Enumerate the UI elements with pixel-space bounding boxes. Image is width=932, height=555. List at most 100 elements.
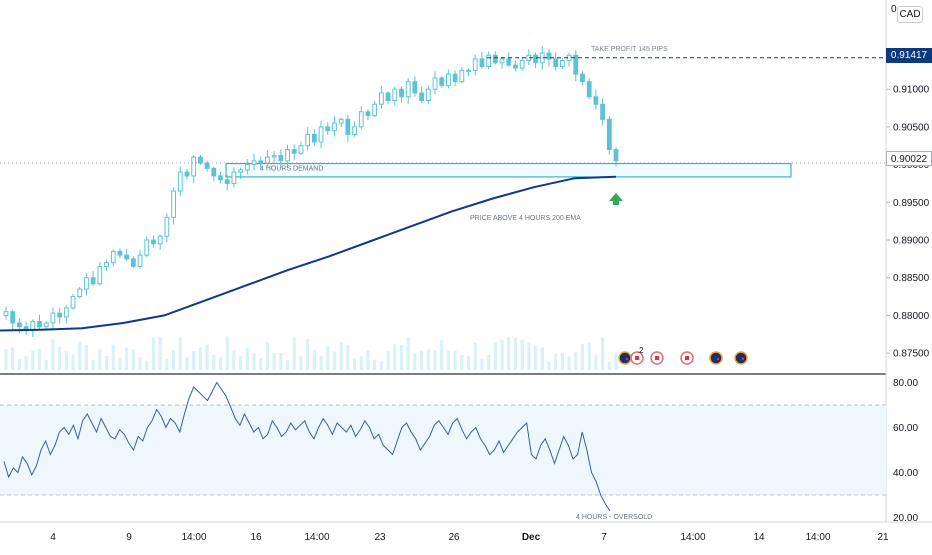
candle-down[interactable] (513, 64, 518, 69)
candle-down[interactable] (580, 73, 585, 83)
volume-bar (614, 352, 618, 370)
candle-down[interactable] (606, 118, 612, 151)
candle-down[interactable] (117, 250, 123, 256)
volume-bar (339, 342, 343, 370)
candle-up[interactable] (559, 60, 565, 68)
candle-down[interactable] (593, 96, 599, 105)
rsi-line[interactable] (3, 381, 611, 512)
candle-down[interactable] (492, 54, 498, 64)
candle-up[interactable] (70, 296, 76, 309)
candle-down[interactable] (151, 239, 156, 245)
candle-up[interactable] (231, 171, 237, 184)
volume-bar (446, 350, 451, 370)
candle-down[interactable] (278, 155, 284, 162)
candle-up[interactable] (244, 164, 250, 171)
candle-down[interactable] (546, 52, 552, 60)
candle-up[interactable] (472, 58, 478, 71)
currency-badge[interactable]: CAD (897, 6, 923, 23)
demand-zone-box[interactable] (225, 163, 792, 178)
candle-up[interactable] (358, 111, 364, 128)
candle-up[interactable] (3, 311, 9, 316)
volume-bar (151, 337, 156, 370)
candle-up[interactable] (459, 69, 465, 83)
candle-up[interactable] (77, 288, 83, 298)
candle-down[interactable] (211, 167, 217, 177)
candle-up[interactable] (97, 265, 103, 285)
candle-up[interactable] (338, 118, 344, 124)
candle-up[interactable] (137, 254, 143, 267)
candle-down[interactable] (311, 133, 317, 143)
candle-down[interactable] (204, 162, 210, 169)
candle-down[interactable] (224, 179, 230, 184)
candle-down[interactable] (325, 126, 331, 132)
candle-down[interactable] (291, 149, 297, 154)
candle-up[interactable] (84, 277, 89, 290)
ca-flag-icon[interactable] (680, 351, 694, 365)
candle-up[interactable] (238, 169, 244, 173)
nz-flag-icon[interactable] (734, 351, 748, 365)
candle-up[interactable] (432, 77, 438, 90)
candle-down[interactable] (573, 54, 579, 75)
candle-up[interactable] (164, 216, 170, 237)
candle-down[interactable] (17, 322, 22, 328)
candle-up[interactable] (305, 133, 311, 147)
candle-down[interactable] (452, 73, 458, 83)
candle-down[interactable] (439, 77, 445, 86)
candle-down[interactable] (37, 320, 42, 328)
candle-up[interactable] (285, 149, 290, 162)
candle-up[interactable] (405, 81, 411, 98)
candle-up[interactable] (43, 322, 49, 328)
candle-down[interactable] (124, 254, 130, 260)
candle-up[interactable] (372, 103, 378, 117)
candle-up[interactable] (265, 156, 270, 164)
candle-down[interactable] (197, 156, 203, 164)
candle-up[interactable] (352, 126, 357, 135)
candle-up[interactable] (425, 88, 431, 101)
candle-down[interactable] (419, 92, 425, 102)
nz-flag-icon[interactable] (709, 351, 723, 365)
candle-down[interactable] (613, 149, 619, 162)
candle-up[interactable] (378, 92, 384, 105)
candle-up[interactable] (177, 171, 183, 192)
candle-down[interactable] (10, 311, 16, 324)
ema-200-line[interactable] (0, 175, 617, 332)
candle-up[interactable] (499, 58, 505, 64)
candle-down[interactable] (130, 258, 136, 267)
candle-up[interactable] (392, 88, 398, 101)
candle-down[interactable] (533, 54, 538, 64)
candle-up[interactable] (104, 262, 109, 267)
candle-down[interactable] (586, 81, 592, 98)
ca-flag-icon[interactable] (630, 351, 644, 365)
candle-up[interactable] (466, 69, 471, 72)
candle-down[interactable] (412, 81, 418, 94)
candle-down[interactable] (184, 171, 190, 177)
candle-down[interactable] (345, 118, 351, 135)
candle-down[interactable] (399, 88, 404, 98)
candle-up[interactable] (171, 190, 176, 218)
candle-up[interactable] (446, 73, 451, 86)
candle-up[interactable] (110, 250, 116, 264)
candle-up[interactable] (519, 60, 525, 69)
candle-down[interactable] (90, 277, 96, 285)
candle-up[interactable] (318, 126, 324, 143)
candle-down[interactable] (385, 92, 391, 102)
candle-up[interactable] (271, 155, 277, 158)
candle-down[interactable] (600, 103, 605, 120)
candle-up[interactable] (157, 235, 163, 245)
nz-flag-icon[interactable] (618, 351, 632, 365)
candle-down[interactable] (365, 111, 371, 117)
candle-up[interactable] (50, 312, 56, 324)
candle-up[interactable] (191, 156, 197, 177)
ca-flag-icon[interactable] (650, 351, 664, 365)
candle-down[interactable] (218, 175, 223, 181)
candle-up[interactable] (63, 307, 69, 318)
candle-up[interactable] (298, 145, 304, 154)
candle-down[interactable] (553, 58, 559, 68)
candle-up[interactable] (486, 54, 492, 68)
candle-up[interactable] (144, 239, 150, 256)
candle-down[interactable] (479, 58, 485, 68)
candle-up[interactable] (332, 122, 337, 132)
candle-down[interactable] (57, 312, 63, 318)
candle-down[interactable] (506, 58, 512, 66)
